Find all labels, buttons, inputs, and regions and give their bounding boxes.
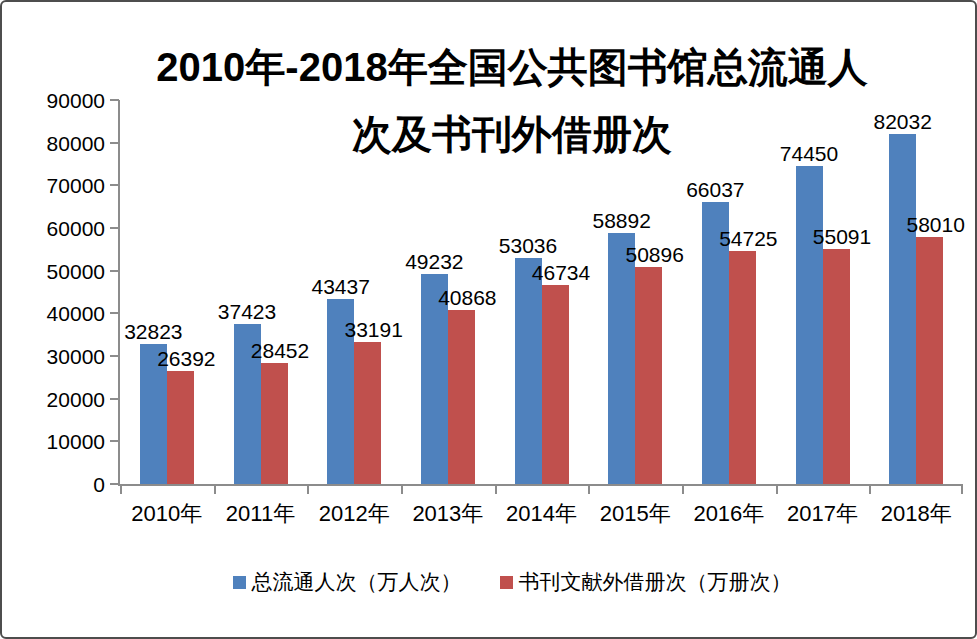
y-tick-label: 10000 bbox=[47, 431, 105, 452]
data-label: 43437 bbox=[311, 276, 369, 297]
bar-series1-2017年: 74450 bbox=[796, 166, 823, 484]
x-axis-label-2014年: 2014年 bbox=[495, 499, 589, 529]
data-label: 46734 bbox=[532, 262, 590, 283]
y-tick-label: 60000 bbox=[47, 218, 105, 239]
data-label: 40868 bbox=[438, 287, 496, 308]
legend-item-2: 书刊文献外借册次（万册次） bbox=[500, 568, 792, 596]
bar-series2-2014年: 46734 bbox=[542, 285, 569, 484]
data-label: 66037 bbox=[686, 179, 744, 200]
y-tick-label: 70000 bbox=[47, 175, 105, 196]
data-label: 54725 bbox=[719, 228, 777, 249]
x-tick-mark bbox=[214, 486, 216, 494]
legend-swatch-icon bbox=[233, 576, 246, 589]
bar-group-2012年: 43437 33191 bbox=[307, 100, 401, 484]
x-axis-ticks bbox=[120, 486, 963, 495]
x-axis-label-2011年: 2011年 bbox=[214, 499, 308, 529]
bar-group-2017年: 7445055091 bbox=[776, 100, 870, 484]
x-axis-label-2013年: 2013年 bbox=[401, 499, 495, 529]
y-tick-label: 0 bbox=[93, 474, 105, 495]
bar-series1-2015年: 58892 bbox=[608, 233, 635, 484]
chart-frame: 2010年-2018年全国公共图书馆总流通人 次及书刊外借册次 01000020… bbox=[0, 0, 977, 639]
data-label: 58010 bbox=[907, 214, 965, 235]
data-label: 74450 bbox=[780, 143, 838, 164]
bar-series2-2012年: 33191 bbox=[354, 342, 381, 484]
legend-swatch-icon bbox=[500, 576, 513, 589]
bar-series1-2014年: 53036 bbox=[515, 258, 542, 484]
y-tick-label: 40000 bbox=[47, 303, 105, 324]
x-axis-label-2010年: 2010年 bbox=[120, 499, 214, 529]
x-tick-mark bbox=[495, 486, 497, 494]
data-label: 58892 bbox=[592, 210, 650, 231]
legend-label: 总流通人次（万人次） bbox=[252, 568, 462, 596]
x-axis-label-2016年: 2016年 bbox=[682, 499, 776, 529]
y-tick-label: 20000 bbox=[47, 388, 105, 409]
x-axis-labels: 2010年2011年2012年2013年2014年2015年2016年2017年… bbox=[120, 499, 963, 529]
x-axis-label-2018年: 2018年 bbox=[869, 499, 963, 529]
y-tick-label: 50000 bbox=[47, 260, 105, 281]
data-label: 32823 bbox=[124, 321, 182, 342]
x-tick-mark bbox=[120, 486, 122, 494]
bar-series2-2015年: 50896 bbox=[635, 267, 662, 484]
x-tick-mark bbox=[961, 486, 963, 494]
bar-series2-2017年: 55091 bbox=[823, 249, 850, 484]
bar-group-2013年: 49232 40868 bbox=[401, 100, 495, 484]
data-label: 55091 bbox=[813, 226, 871, 247]
data-label: 37423 bbox=[218, 301, 276, 322]
x-axis-label-2012年: 2012年 bbox=[307, 499, 401, 529]
bar-series2-2016年: 54725 bbox=[729, 251, 756, 484]
data-label: 53036 bbox=[499, 235, 557, 256]
y-tick-label: 80000 bbox=[47, 132, 105, 153]
bar-series2-2011年: 28452 bbox=[261, 363, 288, 484]
data-label: 49232 bbox=[405, 251, 463, 272]
y-tick-label: 30000 bbox=[47, 346, 105, 367]
plot-area: 32823 26392 37423 28452 43437 33191 49232 40868… bbox=[120, 100, 963, 484]
x-tick-mark bbox=[401, 486, 403, 494]
bar-group-2011年: 37423 28452 bbox=[214, 100, 308, 484]
data-label: 26392 bbox=[157, 348, 215, 369]
data-label: 50896 bbox=[625, 244, 683, 265]
bar-group-2010年: 32823 26392 bbox=[120, 100, 214, 484]
data-label: 28452 bbox=[251, 340, 309, 361]
legend: 总流通人次（万人次） 书刊文献外借册次（万册次） bbox=[57, 568, 967, 596]
bar-series2-2010年: 26392 bbox=[167, 371, 194, 484]
x-tick-mark bbox=[776, 486, 778, 494]
x-axis-label-2015年: 2015年 bbox=[588, 499, 682, 529]
bar-group-2015年: 5889250896 bbox=[588, 100, 682, 484]
x-tick-mark bbox=[682, 486, 684, 494]
legend-label: 书刊文献外借册次（万册次） bbox=[519, 568, 792, 596]
x-tick-mark bbox=[588, 486, 590, 494]
data-label: 82032 bbox=[874, 111, 932, 132]
bar-groups: 32823 26392 37423 28452 43437 33191 49232 40868… bbox=[120, 100, 963, 484]
y-axis-labels: 0100002000030000400005000060000700008000… bbox=[2, 100, 105, 484]
x-axis-label-2017年: 2017年 bbox=[776, 499, 870, 529]
bar-group-2018年: 8203258010 bbox=[869, 100, 963, 484]
bar-series2-2018年: 58010 bbox=[916, 237, 943, 485]
data-label: 33191 bbox=[344, 319, 402, 340]
y-tick-label: 90000 bbox=[47, 90, 105, 111]
bar-group-2014年: 5303646734 bbox=[495, 100, 589, 484]
x-tick-mark bbox=[307, 486, 309, 494]
chart-title-line1: 2010年-2018年全国公共图书馆总流通人 bbox=[57, 34, 967, 101]
bar-series1-2018年: 82032 bbox=[889, 134, 916, 484]
bar-series2-2013年: 40868 bbox=[448, 310, 475, 484]
bar-group-2016年: 66037 54725 bbox=[682, 100, 776, 484]
x-tick-mark bbox=[869, 486, 871, 494]
legend-item-1: 总流通人次（万人次） bbox=[233, 568, 462, 596]
